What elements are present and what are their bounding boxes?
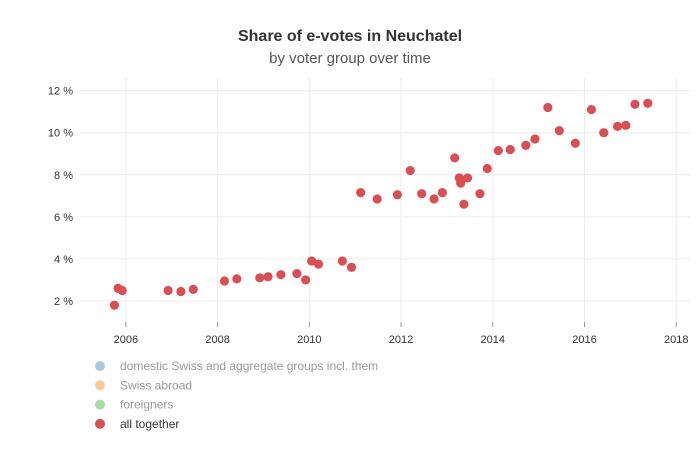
- data-point: [630, 99, 640, 109]
- x-tick-label: 2006: [114, 334, 138, 346]
- data-points: [109, 98, 653, 310]
- x-tick-label: 2018: [664, 334, 688, 346]
- chart-subtitle: by voter group over time: [269, 50, 431, 67]
- legend-label: domestic Swiss and aggregate groups incl…: [120, 359, 378, 373]
- data-point: [450, 153, 460, 163]
- data-point: [232, 274, 242, 284]
- data-point: [482, 163, 492, 174]
- data-point: [417, 189, 427, 199]
- data-point: [462, 173, 473, 183]
- data-point: [599, 128, 609, 138]
- chart-title: Share of e-votes in Neuchatel: [238, 28, 462, 45]
- legend-item[interactable]: Swiss abroad: [95, 378, 192, 392]
- data-point: [163, 285, 173, 296]
- data-point: [313, 259, 324, 269]
- data-point: [176, 286, 186, 297]
- x-tick-label: 2014: [481, 334, 505, 346]
- data-point: [554, 125, 564, 136]
- legend: domestic Swiss and aggregate groups incl…: [95, 359, 378, 431]
- data-point: [219, 276, 230, 286]
- data-point: [307, 256, 317, 266]
- y-tick-label: 12 %: [48, 86, 73, 98]
- data-point: [263, 272, 273, 282]
- y-tick-label: 8 %: [54, 170, 73, 182]
- data-point: [301, 275, 311, 285]
- data-point: [612, 121, 623, 131]
- data-point: [570, 138, 580, 148]
- data-point: [276, 270, 286, 280]
- y-tick-label: 2 %: [54, 296, 73, 308]
- data-point: [109, 300, 119, 310]
- data-point: [475, 189, 485, 199]
- data-point: [493, 145, 503, 156]
- data-point: [337, 256, 347, 266]
- x-tick-label: 2016: [572, 334, 596, 346]
- data-point: [292, 269, 302, 279]
- legend-label: all together: [120, 417, 179, 431]
- x-tick-label: 2010: [297, 334, 321, 346]
- data-point: [643, 98, 653, 108]
- legend-item[interactable]: all together: [95, 417, 179, 431]
- x-tick-label: 2008: [205, 334, 229, 346]
- data-point: [255, 273, 265, 283]
- data-point: [117, 285, 127, 296]
- legend-item[interactable]: foreigners: [95, 398, 173, 412]
- data-point: [356, 188, 366, 198]
- data-point: [543, 102, 553, 113]
- data-point: [586, 104, 596, 115]
- x-axis: 2006 2008 2010 2012 2014 2016 2018: [114, 322, 688, 346]
- data-point: [621, 120, 631, 130]
- y-axis: 2 % 4 % 6 % 8 % 10 % 12 %: [48, 86, 73, 308]
- data-point: [505, 144, 515, 155]
- data-point: [392, 190, 402, 200]
- data-point: [188, 284, 198, 294]
- grid: [80, 78, 690, 322]
- data-point: [437, 188, 447, 198]
- legend-marker: [95, 399, 105, 410]
- legend-marker: [95, 380, 105, 391]
- legend-marker: [95, 418, 105, 429]
- y-tick-label: 10 %: [48, 128, 73, 140]
- data-point: [405, 165, 415, 176]
- data-point: [459, 199, 469, 209]
- legend-item[interactable]: domestic Swiss and aggregate groups incl…: [95, 359, 378, 373]
- data-point: [346, 262, 357, 272]
- x-tick-label: 2012: [389, 334, 413, 346]
- legend-marker: [95, 361, 105, 371]
- data-point: [456, 178, 466, 188]
- legend-label: Swiss abroad: [120, 378, 192, 392]
- y-tick-label: 6 %: [54, 212, 73, 224]
- y-tick-label: 4 %: [54, 254, 73, 266]
- data-point: [372, 194, 382, 204]
- data-point: [429, 194, 439, 204]
- data-point: [521, 140, 531, 150]
- data-point: [530, 134, 540, 144]
- legend-label: foreigners: [120, 398, 173, 412]
